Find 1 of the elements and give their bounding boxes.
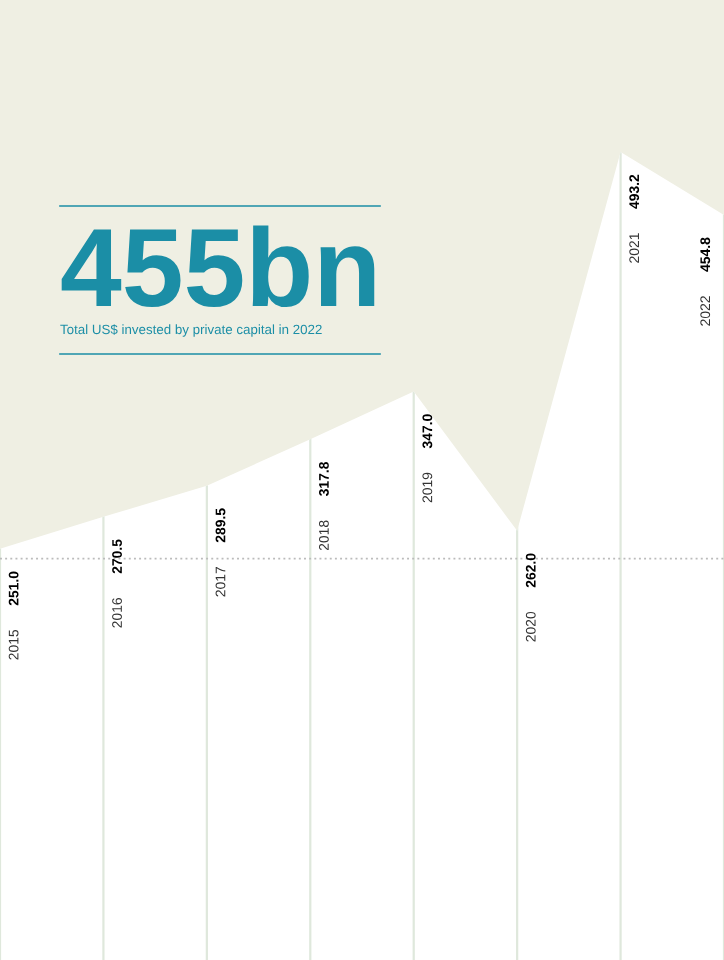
text: 455bn xyxy=(61,225,375,308)
